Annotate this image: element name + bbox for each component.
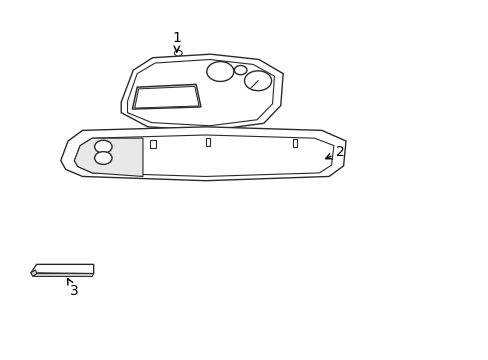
Polygon shape bbox=[31, 270, 37, 276]
Text: 2: 2 bbox=[325, 145, 345, 159]
Polygon shape bbox=[31, 264, 94, 274]
Polygon shape bbox=[150, 140, 155, 148]
Circle shape bbox=[244, 71, 271, 91]
Polygon shape bbox=[61, 127, 346, 181]
Polygon shape bbox=[74, 138, 142, 176]
Polygon shape bbox=[135, 86, 199, 108]
Polygon shape bbox=[292, 139, 296, 147]
Circle shape bbox=[95, 140, 112, 153]
Polygon shape bbox=[121, 54, 283, 130]
Circle shape bbox=[206, 62, 233, 81]
Circle shape bbox=[174, 50, 182, 56]
Text: 1: 1 bbox=[172, 31, 181, 52]
Polygon shape bbox=[205, 138, 209, 146]
Circle shape bbox=[95, 152, 112, 165]
Text: 3: 3 bbox=[67, 279, 79, 298]
Circle shape bbox=[234, 66, 246, 75]
Polygon shape bbox=[33, 274, 94, 276]
Polygon shape bbox=[132, 84, 201, 109]
